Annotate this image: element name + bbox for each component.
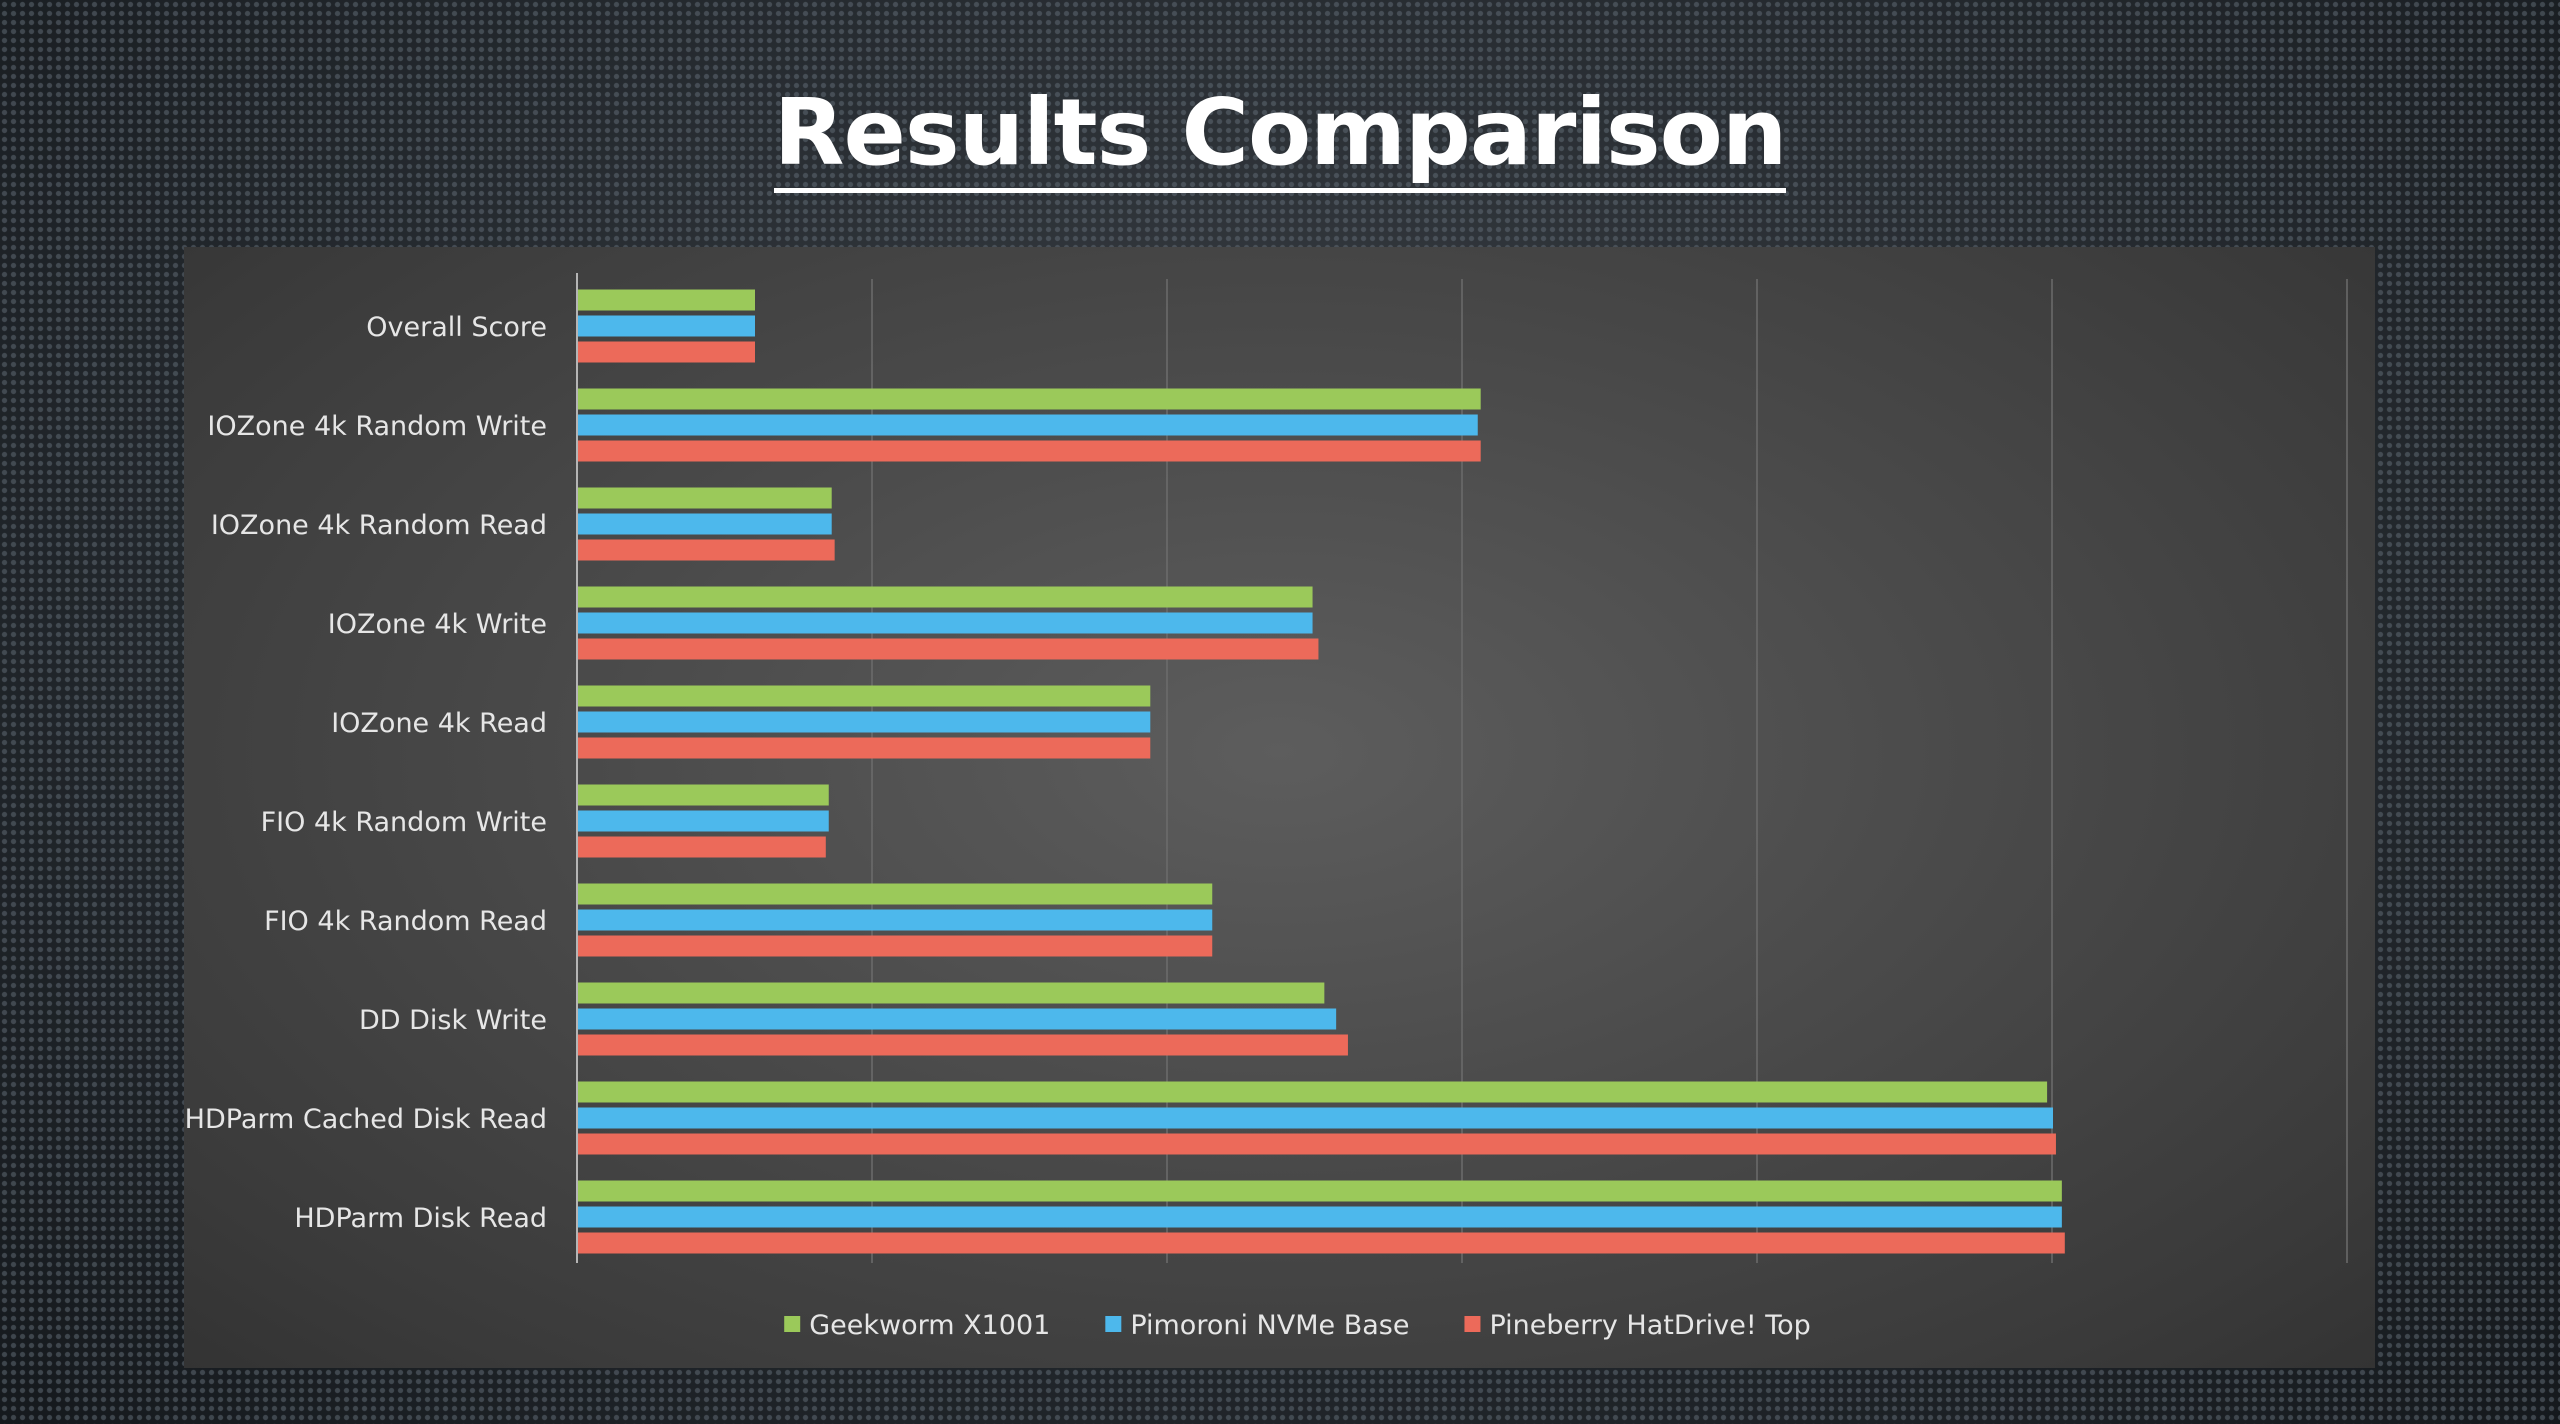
bar-fio-4k-random-read-series-1 xyxy=(578,883,1213,905)
bar-overall-score-series-2 xyxy=(578,315,755,337)
category-label-iozone-4k-random-read: IOZone 4k Random Read xyxy=(211,510,547,541)
category-label-overall-score: Overall Score xyxy=(366,312,547,343)
legend-label-1: Geekworm X1001 xyxy=(809,1310,1050,1341)
bar-fio-4k-random-read-series-2 xyxy=(578,909,1213,931)
legend-swatch-1 xyxy=(784,1316,801,1332)
category-label-iozone-4k-write: IOZone 4k Write xyxy=(328,609,547,640)
bar-fio-4k-random-write-series-3 xyxy=(578,836,826,858)
bar-iozone-4k-read-series-1 xyxy=(578,685,1151,707)
title-text: Results Comparison xyxy=(773,79,1787,193)
category-label-hdparm-disk-read: HDParm Disk Read xyxy=(294,1203,547,1234)
bar-hdparm-cached-disk-read-series-1 xyxy=(578,1081,2048,1103)
bar-iozone-4k-write-series-3 xyxy=(578,638,1319,660)
bar-dd-disk-write-series-3 xyxy=(578,1034,1348,1056)
category-label-fio-4k-random-write: FIO 4k Random Write xyxy=(261,807,547,838)
bar-dd-disk-write-series-1 xyxy=(578,982,1325,1004)
legend: Geekworm X1001 Pimoroni NVMe Base Pineberr… xyxy=(784,1310,1811,1341)
category-labels: Overall Score IOZone 4k Random Write IOZon… xyxy=(185,312,547,1234)
bar-fio-4k-random-write-series-2 xyxy=(578,810,829,832)
bar-iozone-4k-read-series-2 xyxy=(578,711,1151,733)
category-label-fio-4k-random-read: FIO 4k Random Read xyxy=(264,906,547,937)
category-label-dd-disk-write: DD Disk Write xyxy=(359,1005,547,1036)
category-label-hdparm-cached-disk-read: HDParm Cached Disk Read xyxy=(185,1104,547,1135)
bar-iozone-4k-random-write-series-1 xyxy=(578,388,1481,410)
legend-swatch-2 xyxy=(1105,1316,1122,1332)
legend-swatch-3 xyxy=(1464,1316,1481,1332)
bar-hdparm-cached-disk-read-series-2 xyxy=(578,1107,2053,1129)
bar-iozone-4k-random-write-series-2 xyxy=(578,414,1478,436)
bar-hdparm-disk-read-series-1 xyxy=(578,1180,2062,1202)
bar-overall-score-series-3 xyxy=(578,341,755,363)
bar-overall-score-series-1 xyxy=(578,289,755,311)
bars xyxy=(578,289,2065,1254)
bar-iozone-4k-write-series-1 xyxy=(578,586,1313,608)
bar-iozone-4k-random-read-series-2 xyxy=(578,513,832,535)
bar-iozone-4k-read-series-3 xyxy=(578,737,1151,759)
bar-hdparm-disk-read-series-2 xyxy=(578,1206,2062,1228)
bar-fio-4k-random-read-series-3 xyxy=(578,935,1213,957)
bar-iozone-4k-random-write-series-3 xyxy=(578,440,1481,462)
legend-label-2: Pimoroni NVMe Base xyxy=(1130,1310,1409,1341)
category-label-iozone-4k-read: IOZone 4k Read xyxy=(331,708,547,739)
bar-fio-4k-random-write-series-1 xyxy=(578,784,829,806)
bar-chart: Overall Score IOZone 4k Random Write IOZon… xyxy=(185,273,2348,1341)
bar-hdparm-cached-disk-read-series-3 xyxy=(578,1133,2056,1155)
bar-hdparm-disk-read-series-3 xyxy=(578,1232,2065,1254)
chart-panel: Overall Score IOZone 4k Random Write IOZon… xyxy=(184,247,2375,1368)
bar-dd-disk-write-series-2 xyxy=(578,1008,1337,1030)
bar-iozone-4k-random-read-series-3 xyxy=(578,539,835,561)
legend-label-3: Pineberry HatDrive! Top xyxy=(1489,1310,1810,1341)
category-label-iozone-4k-random-write: IOZone 4k Random Write xyxy=(207,411,547,442)
bar-iozone-4k-random-read-series-1 xyxy=(578,487,832,509)
bar-iozone-4k-write-series-2 xyxy=(578,612,1313,634)
page-title: Results Comparison xyxy=(0,78,2560,193)
